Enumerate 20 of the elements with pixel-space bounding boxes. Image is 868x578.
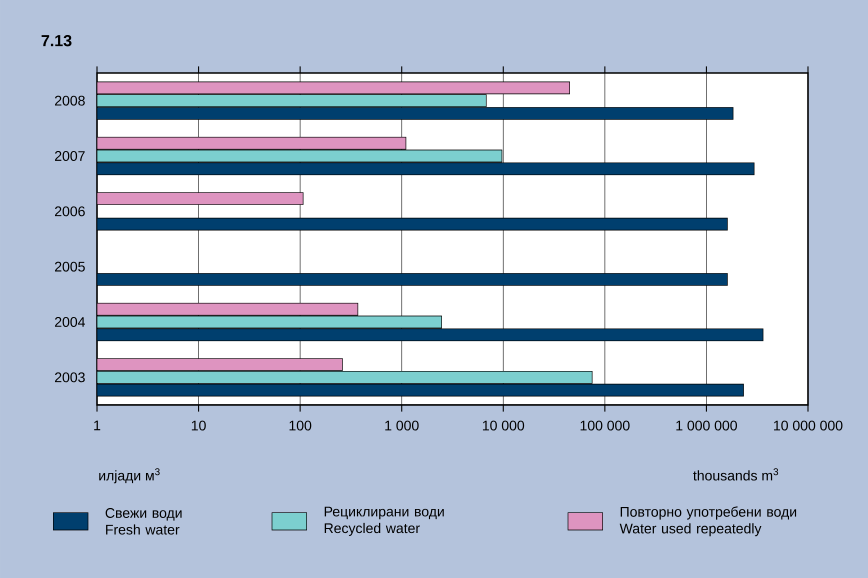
- y-tick-label: 2005: [54, 262, 85, 272]
- y-tick-label: 2007: [54, 151, 85, 161]
- legend-label: Повторно употребени води Water used repeatedly: [620, 506, 796, 536]
- x-axis-title: thousands m$^{3}$: [693, 468, 778, 481]
- text: илјади м$^{3}$: [99, 468, 160, 484]
- x-tick-label: 100: [290, 420, 312, 431]
- x-tick-label: 10: [192, 420, 206, 431]
- x-tick-label: 1 000 000: [676, 420, 737, 431]
- x-tick-label: 100 000: [580, 420, 630, 431]
- y-tick-label: 2006: [54, 206, 85, 216]
- y-tick-label: 2004: [54, 317, 85, 327]
- x-tick-label: 1 000: [385, 420, 419, 431]
- x-tick-label: 1: [94, 420, 100, 430]
- chart-title: 7.13: [42, 34, 72, 46]
- y-tick-label: 2008: [54, 96, 85, 106]
- legend-label: Рециклирани води Recycled water: [324, 506, 444, 536]
- legend-label: Свежи води Fresh water: [106, 508, 182, 535]
- y-tick-label: 2003: [54, 372, 85, 382]
- x-tick-label: 10 000 000: [774, 420, 842, 431]
- x-tick-label: 10 000: [482, 420, 524, 431]
